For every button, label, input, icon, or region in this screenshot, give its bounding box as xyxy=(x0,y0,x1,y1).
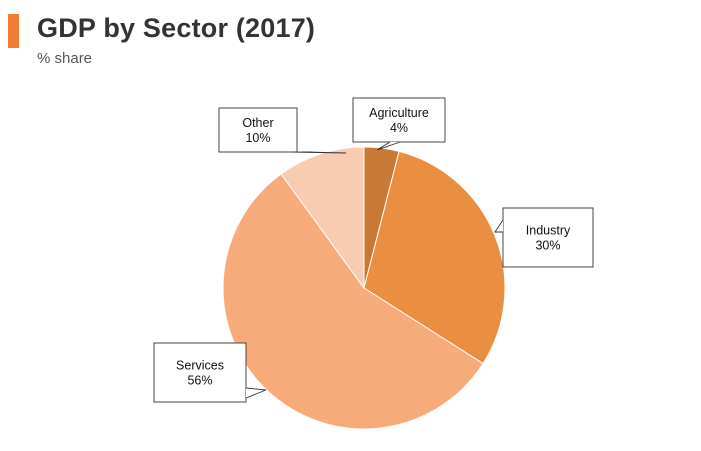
slice-label-agriculture: Agriculture xyxy=(369,106,429,120)
pie-slices xyxy=(222,146,506,430)
pie-slice-other xyxy=(280,146,365,290)
slice-value-other: 10% xyxy=(245,131,270,145)
title-accent-bar xyxy=(8,14,19,48)
callout-box xyxy=(352,97,446,143)
pie-slice-industry xyxy=(363,150,506,365)
callout-pointer xyxy=(376,141,401,151)
pie-slice-services xyxy=(222,173,484,430)
slice-label-services: Services xyxy=(176,359,224,373)
slice-value-industry: 30% xyxy=(535,239,560,253)
callout-box xyxy=(502,207,594,268)
slice-label-other: Other xyxy=(242,116,273,130)
chart-title: GDP by Sector (2017) xyxy=(37,13,316,43)
callout-box xyxy=(218,107,298,153)
chart-subtitle: % share xyxy=(37,50,93,67)
slice-value-agriculture: 4% xyxy=(390,121,408,135)
callout-pointer xyxy=(245,387,267,399)
slice-value-services: 56% xyxy=(187,374,212,388)
callout-pointer xyxy=(494,219,504,233)
callout-pointer xyxy=(291,151,347,154)
callout-box xyxy=(153,342,247,403)
slice-label-industry: Industry xyxy=(526,224,571,238)
